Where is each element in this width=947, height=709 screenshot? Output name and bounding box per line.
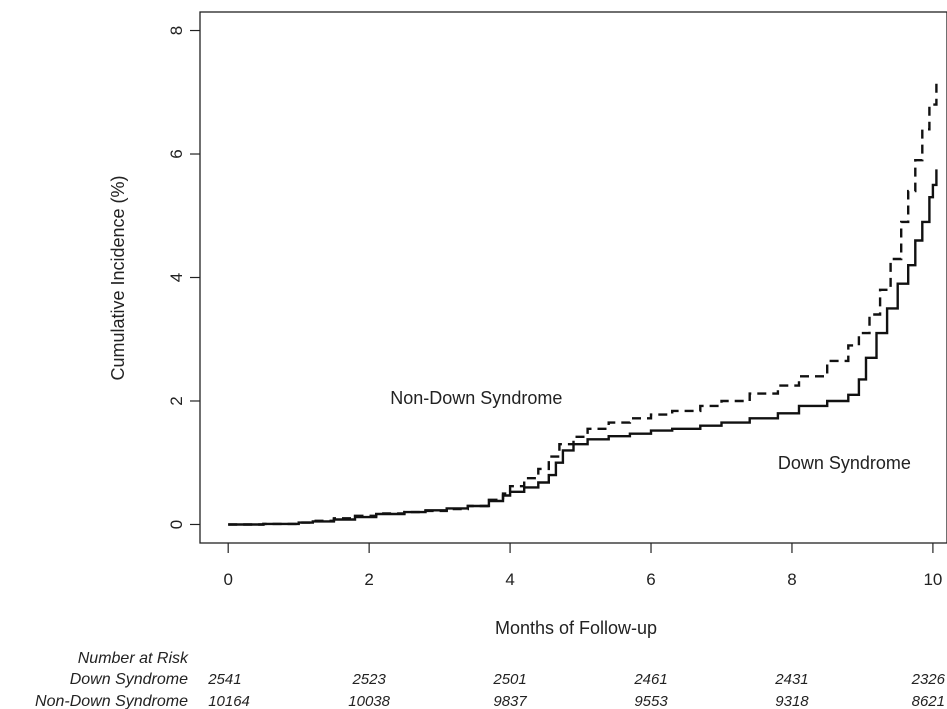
- y-tick-label-8: 8: [167, 26, 186, 35]
- risk-cell: 2523: [351, 671, 386, 688]
- x-tick-label-0: 0: [223, 570, 232, 589]
- y-axis: 0 2 4 6 8: [167, 26, 200, 529]
- series-line-non-down-syndrome: [228, 79, 938, 526]
- x-tick-label-8: 8: [787, 570, 796, 589]
- series-layer: [228, 79, 938, 526]
- y-tick-label-2: 2: [167, 396, 186, 405]
- x-tick-label-10: 10: [923, 570, 942, 589]
- risk-cell: 9318: [775, 693, 809, 709]
- y-tick-label-0: 0: [167, 520, 186, 529]
- annotation-layer: Non-Down Syndrome Down Syndrome: [390, 388, 911, 473]
- risk-table-title: Number at Risk: [78, 650, 189, 667]
- risk-cell: 10038: [348, 693, 390, 709]
- risk-cell: 8621: [912, 693, 945, 709]
- x-tick-label-4: 4: [505, 570, 514, 589]
- y-tick-label-6: 6: [167, 149, 186, 158]
- y-tick-label-4: 4: [167, 273, 186, 282]
- risk-row-label: Down Syndrome: [70, 671, 188, 688]
- y-axis-title: Cumulative Incidence (%): [108, 175, 128, 380]
- risk-cell: 2431: [774, 671, 808, 688]
- x-tick-label-2: 2: [364, 570, 373, 589]
- risk-cell: 10164: [208, 693, 250, 709]
- risk-cell: 9837: [493, 693, 527, 709]
- risk-cell: 2326: [911, 671, 946, 688]
- x-axis-title: Months of Follow-up: [495, 618, 657, 638]
- risk-row-label: Non-Down Syndrome: [35, 693, 188, 709]
- risk-cell: 9553: [634, 693, 668, 709]
- annotation-2: Down Syndrome: [778, 453, 911, 473]
- annotation-1: Non-Down Syndrome: [390, 388, 562, 408]
- x-axis: 0 2 4 6 8 10: [223, 543, 942, 589]
- risk-cell: 2461: [633, 671, 667, 688]
- x-tick-label-6: 6: [646, 570, 655, 589]
- risk-table: Number at Risk Down Syndrome 2541 2523 2501 2…: [35, 650, 946, 709]
- risk-cell: 2501: [492, 671, 526, 688]
- risk-cell: 2541: [207, 671, 241, 688]
